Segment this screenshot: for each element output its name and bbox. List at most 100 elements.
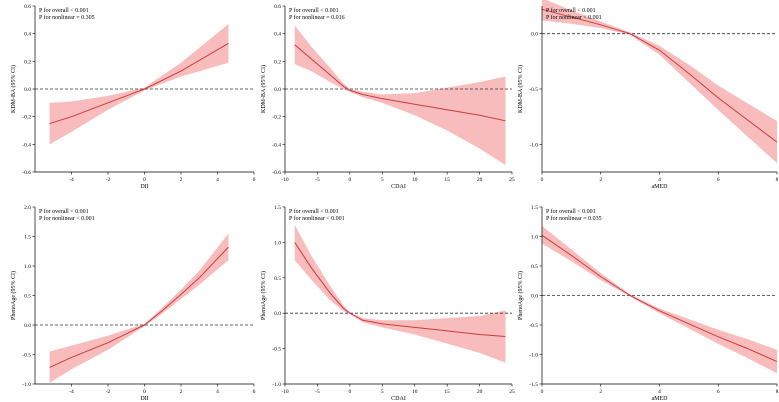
estimate-line (49, 246, 229, 368)
x-tick-label: -4 (69, 177, 74, 183)
x-tick-label: 6 (717, 177, 720, 183)
p-value-annotation: P for nonlinear = 0.305 (39, 14, 95, 21)
x-tick-label: 4 (658, 389, 661, 395)
confidence-band (294, 224, 506, 363)
y-tick-label: 0.0 (274, 87, 281, 93)
y-tick-label: -0.6 (22, 170, 31, 176)
p-value-annotation: P for nonlinear = 0.035 (546, 215, 602, 222)
y-tick-label: 0.6 (274, 4, 281, 10)
p-value-annotation: P for overall < 0.001 (546, 208, 596, 215)
x-tick-label: 0 (143, 177, 146, 183)
x-tick-label: 4 (216, 389, 219, 395)
y-tick-label: -0.4 (22, 142, 31, 148)
y-tick-label: -1.5 (529, 382, 538, 388)
y-tick-label: 1.0 (24, 264, 31, 270)
x-tick-label: 4 (658, 177, 661, 183)
estimate-line (294, 44, 506, 122)
x-tick-label: 6 (253, 177, 256, 183)
y-axis-label: PhenoAge (95% CI) (260, 271, 267, 320)
p-value-annotation: P for nonlinear < 0.001 (546, 14, 602, 21)
p-value-annotation: P for overall < 0.001 (289, 7, 339, 14)
x-tick-label: 10 (412, 389, 418, 395)
x-tick-label: 2 (599, 177, 602, 183)
confidence-band (542, 225, 777, 374)
y-tick-label: -0.5 (529, 323, 538, 329)
y-axis-label: PhenoAge (95% CI) (517, 271, 524, 320)
y-tick-label: -0.5 (529, 87, 538, 93)
confidence-band (542, 0, 777, 164)
x-axis-label: CDAI (391, 396, 406, 402)
y-tick-label: -0.6 (272, 170, 281, 176)
x-axis-label: CDAI (391, 184, 406, 190)
y-tick-label: -0.5 (272, 347, 281, 353)
x-tick-label: 0 (348, 177, 351, 183)
y-tick-label: 0.0 (24, 323, 31, 329)
y-tick-label: 0.0 (531, 32, 538, 38)
y-tick-label: 0.4 (24, 32, 31, 38)
x-tick-label: -5 (315, 389, 320, 395)
x-tick-label: 0 (143, 389, 146, 395)
y-axis-label: KDM-BA (95% CI) (517, 65, 524, 113)
y-tick-label: 1.0 (531, 235, 538, 241)
estimate-line (294, 242, 506, 338)
p-value-annotation: P for overall < 0.001 (39, 208, 89, 215)
x-tick-label: 15 (444, 389, 450, 395)
estimate-line (49, 42, 229, 125)
x-tick-label: -10 (281, 389, 289, 395)
y-tick-label: 0.4 (274, 32, 281, 38)
x-axis-label: aMED (652, 184, 669, 190)
y-tick-label: -0.5 (22, 353, 31, 359)
x-tick-label: 8 (776, 389, 779, 395)
y-tick-label: 0.5 (531, 264, 538, 270)
y-tick-label: 0.2 (24, 59, 31, 65)
x-axis-label: DII (140, 184, 148, 190)
x-tick-label: 5 (381, 389, 384, 395)
x-tick-label: 5 (381, 177, 384, 183)
y-tick-label: -1.0 (272, 382, 281, 388)
x-tick-label: 2 (180, 177, 183, 183)
x-tick-label: 6 (717, 389, 720, 395)
p-value-annotation: P for overall < 0.001 (39, 7, 89, 14)
y-tick-label: -1.0 (22, 382, 31, 388)
estimate-line (541, 8, 778, 143)
x-tick-label: 2 (180, 389, 183, 395)
x-tick-label: 25 (509, 177, 515, 183)
x-tick-label: 6 (253, 389, 256, 395)
x-tick-label: 2 (599, 389, 602, 395)
y-tick-label: 0.5 (24, 294, 31, 300)
p-value-annotation: P for nonlinear < 0.001 (39, 215, 95, 222)
y-tick-label: 0.5 (274, 276, 281, 282)
x-tick-label: 0 (541, 177, 544, 183)
y-tick-label: -0.2 (22, 115, 31, 121)
y-tick-label: 1.5 (24, 235, 31, 241)
confidence-band (49, 23, 229, 145)
y-axis-label: KDM-BA (95% CI) (10, 65, 17, 113)
y-tick-label: 1.5 (531, 205, 538, 211)
y-tick-label: 1.0 (274, 240, 281, 246)
y-tick-label: -0.2 (272, 115, 281, 121)
x-tick-label: 0 (348, 389, 351, 395)
y-tick-label: 0.2 (274, 59, 281, 65)
y-tick-label: 0.0 (24, 87, 31, 93)
x-tick-label: 10 (412, 177, 418, 183)
p-value-annotation: P for nonlinear = 0.016 (289, 14, 345, 21)
p-value-annotation: P for overall < 0.001 (546, 7, 596, 14)
x-axis-label: aMED (652, 396, 669, 402)
panel-pheno-amed: -1.5 -1.0 -0.5 0.0 0.5 1.0 1.5 0 2 4 6 8 aMED PhenoAg… (517, 205, 779, 402)
panel-pheno-dii: -1.0 -0.5 0.0 0.5 1.0 1.5 2.0 -4 -2 0 2 4 6 DII PhenoA… (10, 205, 256, 402)
panel-pheno-cdai: -1.0 -0.5 0.0 0.5 1.0 1.5 -10 -5 0 5 10 15 20 25 CDAI P… (260, 205, 515, 402)
x-axis-label: DII (140, 396, 148, 402)
x-tick-label: -2 (106, 389, 111, 395)
x-tick-label: 20 (477, 177, 483, 183)
x-tick-label: 25 (509, 389, 515, 395)
x-tick-label: 8 (776, 177, 779, 183)
y-tick-label: -1.0 (529, 142, 538, 148)
y-tick-label: -1.0 (529, 353, 538, 359)
y-tick-label: 2.0 (24, 205, 31, 211)
panel-kdm-cdai: -0.6 -0.4 -0.2 0.0 0.2 0.4 0.6 -10 -5 0 5 10 15 20 25 C… (260, 4, 515, 190)
x-tick-label: -5 (315, 177, 320, 183)
x-tick-label: 0 (541, 389, 544, 395)
p-value-annotation: P for overall < 0.001 (289, 208, 339, 215)
x-tick-label: 15 (444, 177, 450, 183)
